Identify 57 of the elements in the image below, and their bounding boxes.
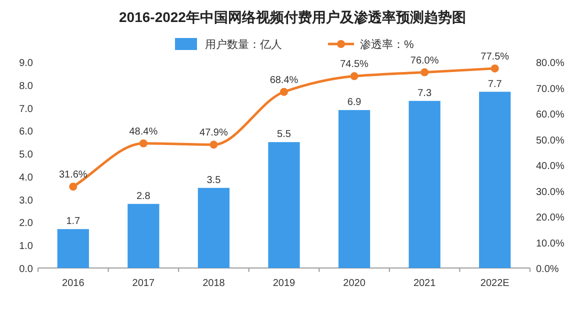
data-label: 74.5%	[340, 59, 369, 70]
bar	[198, 188, 230, 268]
data-label: 68.4%	[270, 74, 298, 86]
y-tick-label: 2.0	[19, 218, 34, 230]
y2-tick-label: 70.0%	[536, 84, 564, 95]
bar	[338, 110, 370, 268]
point	[210, 140, 218, 149]
y2-tick-label: 50.0%	[536, 135, 564, 146]
y-tick-label: 8.0	[19, 80, 34, 92]
data-label: 5.5	[277, 129, 292, 140]
y2-tick-label: 60.0%	[536, 110, 564, 120]
point	[350, 72, 358, 80]
point	[490, 64, 499, 72]
data-label: 6.9	[347, 97, 362, 108]
x-tick-label: 2022E	[480, 278, 510, 289]
legend-label: 渗透率：%	[360, 38, 414, 51]
y-tick-label: 3.0	[19, 195, 34, 206]
y2-tick-label: 80.0%	[536, 58, 564, 69]
data-label: 77.5%	[480, 51, 510, 62]
y-tick-label: 9.0	[19, 58, 34, 69]
bar	[479, 92, 511, 268]
x-tick-label: 2018	[202, 278, 226, 289]
data-label: 2.8	[136, 190, 151, 202]
point	[139, 139, 148, 148]
data-label: 76.0%	[410, 55, 439, 66]
y-tick-label: 5.0	[19, 150, 34, 161]
bar	[408, 100, 440, 268]
y-tick-label: 6.0	[19, 126, 34, 138]
y2-tick-label: 40.0%	[536, 161, 564, 172]
legend-label: 用户数量：亿人	[205, 38, 282, 51]
y2-tick-label: 0.0%	[536, 264, 559, 275]
y-tick-label: 4.0	[19, 172, 34, 184]
y2-tick-label: 20.0%	[536, 212, 564, 224]
bar	[57, 229, 89, 268]
data-label: 47.9%	[200, 128, 228, 139]
data-label: 3.5	[206, 174, 222, 186]
point	[69, 182, 78, 191]
point	[280, 88, 288, 96]
point	[420, 68, 429, 76]
chart-title: 2016-2022年中国网络视频付费用户及渗透率预测趋势图	[119, 9, 466, 25]
data-label: 7.7	[488, 78, 502, 90]
bar	[128, 204, 160, 268]
y-tick-label: 0.0	[19, 264, 34, 275]
x-tick-label: 2020	[343, 278, 366, 289]
y2-tick-label: 10.0%	[536, 238, 564, 250]
x-tick-label: 2021	[413, 278, 436, 289]
x-tick-label: 2017	[132, 278, 155, 289]
data-label: 1.7	[66, 216, 81, 228]
bar	[268, 142, 300, 268]
y-tick-label: 7.0	[19, 104, 34, 115]
x-tick-label: 2019	[272, 278, 296, 289]
data-label: 48.4%	[129, 126, 158, 138]
y-tick-label: 1.0	[19, 241, 34, 252]
x-tick-label: 2016	[62, 278, 85, 289]
data-label: 31.6%	[58, 170, 88, 181]
y2-tick-label: 30.0%	[536, 186, 564, 198]
data-label: 7.3	[418, 88, 432, 99]
